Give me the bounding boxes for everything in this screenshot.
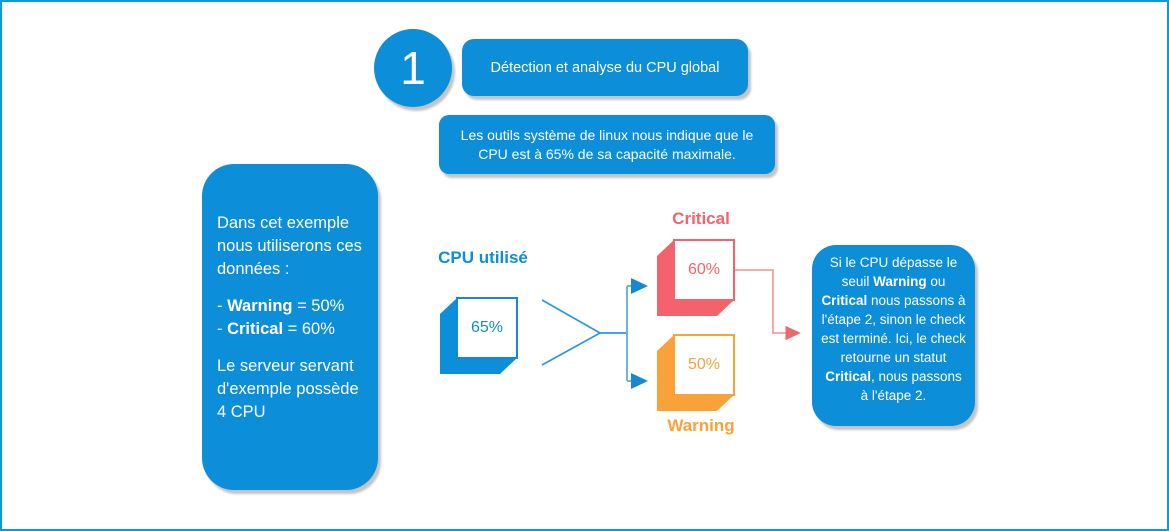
threshold-lines: - Warning = 50% - Critical = 60% <box>217 295 362 341</box>
cpu-node-value: 65% <box>470 319 504 336</box>
step-title-box: Détection et analyse du CPU global <box>462 39 748 96</box>
step-number-badge: 1 <box>374 29 452 107</box>
system-note-text: Les outils système de linux nous indique… <box>460 126 754 162</box>
warning-node-front <box>673 334 735 396</box>
critical-threshold-line: - Critical = 60% <box>217 320 335 338</box>
cpu-node-front <box>456 297 518 359</box>
step-title: Détection et analyse du CPU global <box>490 59 720 76</box>
critical-node-front <box>673 239 735 301</box>
warning-node-value: 50% <box>687 356 721 373</box>
result-note-text: Si le CPU dépasse le seuil Warning ou Cr… <box>821 255 966 403</box>
example-intro: Dans cet exemple nous utiliserons ces do… <box>217 214 362 278</box>
system-note-box: Les outils système de linux nous indique… <box>439 115 775 174</box>
critical-node-value: 60% <box>687 261 721 278</box>
warning-threshold-line: - Warning = 50% <box>217 297 345 315</box>
example-note-box: Dans cet exemple nous utiliserons ces do… <box>202 164 378 490</box>
step-number: 1 <box>400 42 426 94</box>
example-footer: Le serveur servant d'exemple possède 4 C… <box>217 357 359 421</box>
result-note-box: Si le CPU dépasse le seuil Warning ou Cr… <box>812 245 975 426</box>
warning-node-label: Warning <box>667 416 735 435</box>
cpu-node-label: CPU utilisé <box>438 248 528 267</box>
result-connector <box>735 269 801 341</box>
fan-out-connector <box>541 299 627 366</box>
critical-node-label: Critical <box>672 209 730 228</box>
